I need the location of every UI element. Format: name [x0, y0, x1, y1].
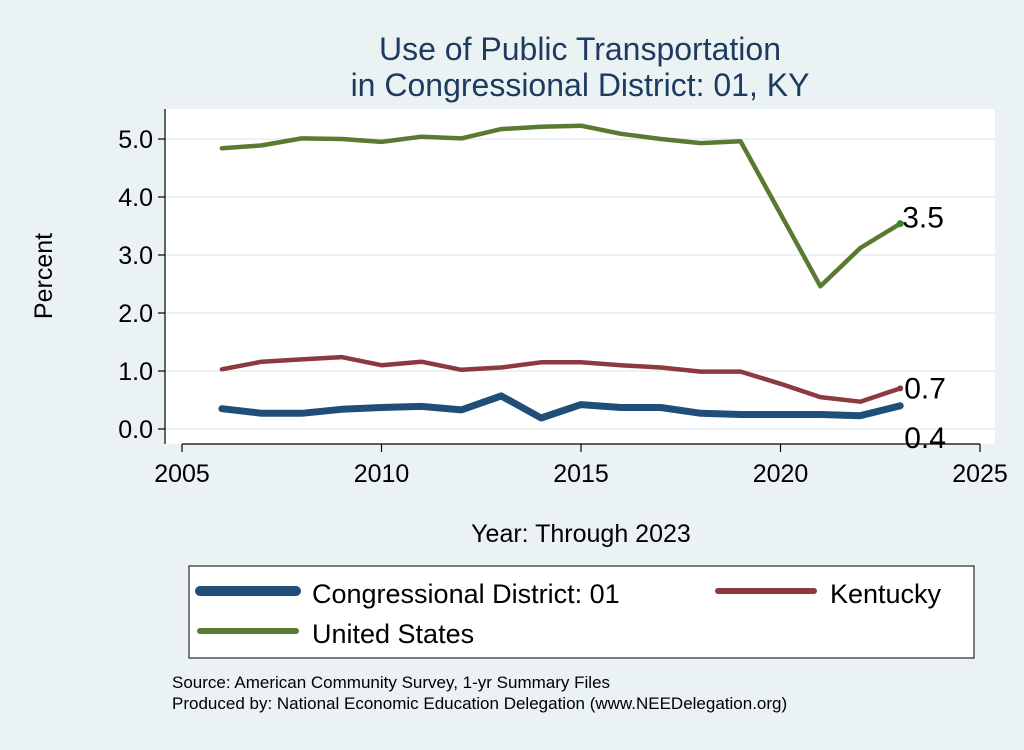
x-tick-label: 2005	[154, 460, 210, 488]
series-line-kentucky	[219, 354, 903, 404]
series-line-united-states	[219, 123, 903, 289]
axes: 0.0 1.0 2.0 3.0 4.0 5.0 2005 2010 2015 2020 2025	[118, 109, 1008, 488]
y-tick-label: 3.0	[118, 242, 153, 270]
x-tick-label: 2015	[553, 460, 609, 488]
y-tick-label: 2.0	[118, 300, 153, 328]
y-axis-title: Percent	[30, 233, 58, 319]
legend-label: Congressional District: 01	[312, 579, 620, 609]
end-point-marker	[897, 402, 904, 409]
y-tick-label: 4.0	[118, 184, 153, 212]
end-value-label: 0.7	[904, 372, 946, 405]
series-lines	[218, 123, 904, 422]
legend-label: United States	[312, 619, 474, 649]
end-point-marker	[896, 220, 904, 228]
legend-box	[188, 565, 975, 659]
producer-note: Produced by: National Economic Education…	[172, 694, 787, 713]
x-axis-title: Year: Through 2023	[471, 520, 691, 548]
end-labels: 0.4 0.7 3.5	[896, 202, 946, 455]
x-tick-label: 2020	[753, 460, 809, 488]
plot-area	[165, 109, 995, 444]
legend: Congressional District: 01 Kentucky United…	[195, 579, 942, 649]
end-point-marker	[897, 385, 904, 392]
source-note: Source: American Community Survey, 1-yr …	[172, 673, 610, 692]
y-tick-label: 5.0	[118, 126, 153, 154]
chart-title-line-1: Use of Public Transportation	[379, 31, 781, 67]
legend-label: Kentucky	[830, 579, 942, 609]
y-tick-label: 0.0	[118, 416, 153, 444]
chart-title-line-2: in Congressional District: 01, KY	[351, 67, 810, 103]
x-tick-label: 2010	[354, 460, 410, 488]
y-tick-label: 1.0	[118, 358, 153, 386]
end-value-label: 3.5	[902, 202, 944, 235]
end-value-label: 0.4	[904, 422, 946, 455]
x-tick-label: 2025	[952, 460, 1008, 488]
series-line-congressional-district-01	[218, 392, 904, 422]
